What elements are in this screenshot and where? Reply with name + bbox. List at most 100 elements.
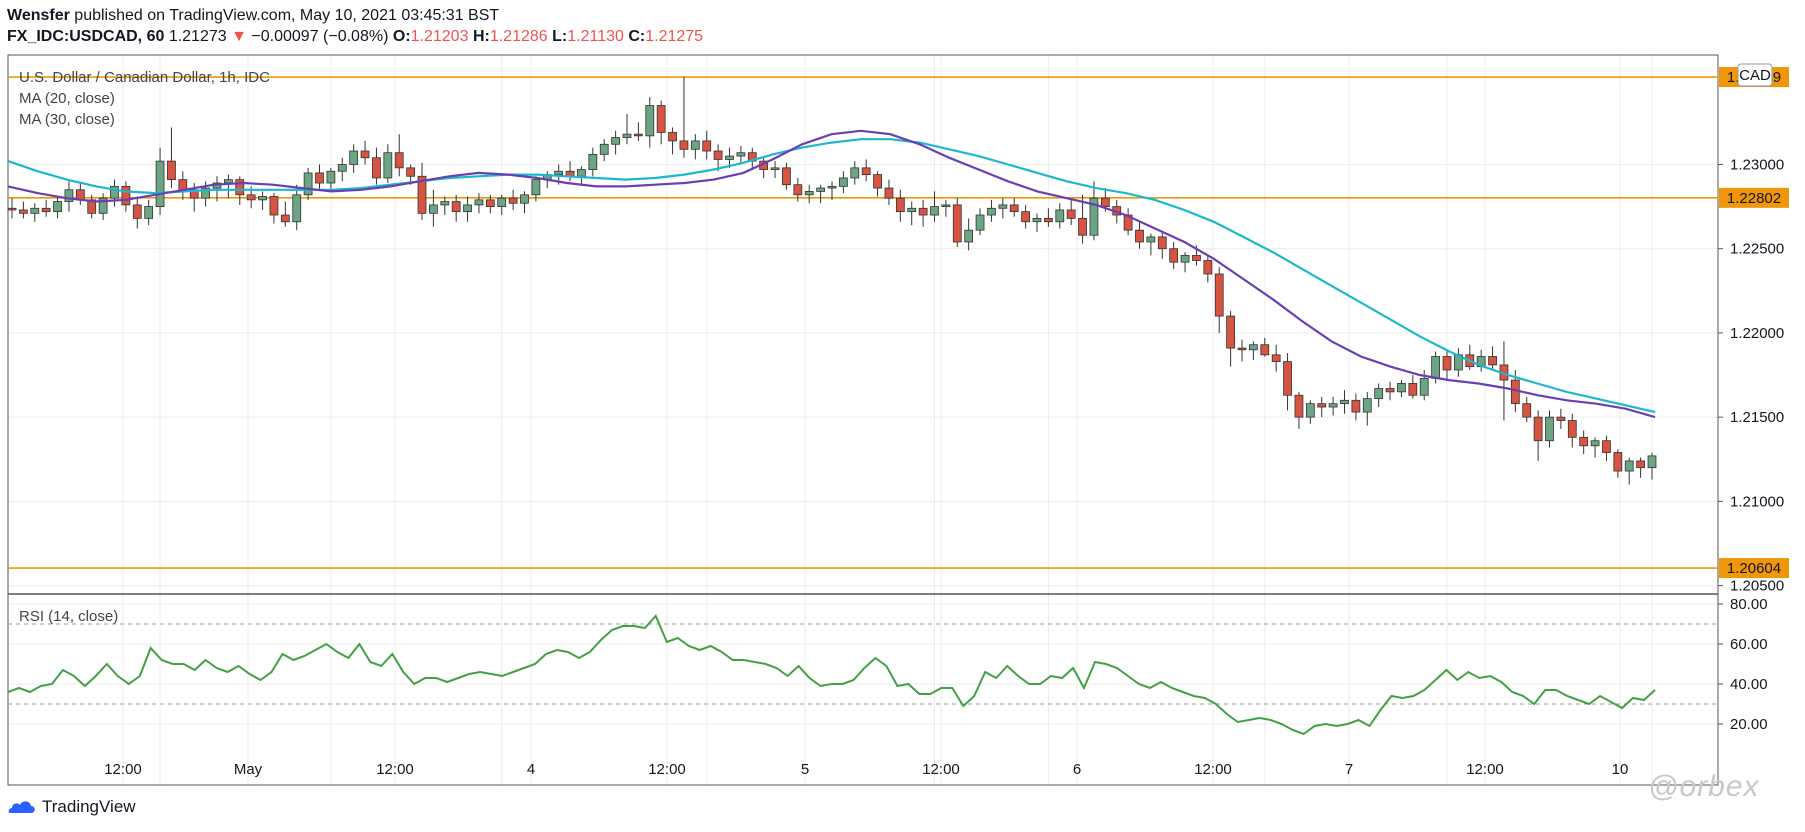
ma30-line[interactable] — [7, 138, 1656, 414]
low-label: L: — [552, 28, 568, 45]
candle-up — [144, 206, 154, 219]
rsi-axis[interactable]: 80.00 60.00 40.00 20.00 — [1718, 596, 1768, 733]
time-tick-label: 12:00 — [648, 761, 686, 778]
price-change: −0.00097 (−0.08%) — [251, 28, 389, 45]
time-tick-label: May — [234, 761, 263, 778]
candle-up — [497, 197, 507, 207]
candle-down — [1078, 217, 1087, 236]
ma20-line[interactable] — [7, 129, 1656, 419]
candle-down — [1237, 347, 1247, 351]
candle-down — [884, 187, 894, 199]
legend-rsi[interactable]: RSI (14, close) — [19, 608, 118, 625]
time-tick-label: 12:00 — [922, 761, 960, 778]
candle-down — [1169, 248, 1179, 263]
candle-down — [167, 160, 176, 181]
legend-ma30[interactable]: MA (30, close) — [19, 111, 115, 128]
rsi-series[interactable] — [7, 614, 1656, 736]
candle-down — [656, 105, 666, 133]
candle-up — [975, 214, 985, 231]
candle-up — [303, 172, 313, 196]
candle-down — [1283, 361, 1292, 396]
close-label: C: — [628, 28, 646, 45]
time-tick-label: 7 — [1345, 761, 1353, 778]
candle-down — [1567, 420, 1577, 438]
price-tick-label: 1.21000 — [1730, 493, 1784, 510]
last-price: 1.21273 — [168, 28, 227, 45]
candle-up — [987, 207, 996, 216]
candle-down — [1351, 399, 1361, 413]
candle-up — [98, 197, 108, 214]
candle-down — [372, 157, 381, 179]
candle-down — [360, 150, 370, 159]
time-tick-label: 10 — [1612, 761, 1629, 778]
candle-up — [554, 170, 564, 175]
published-text: published on TradingView.com, May 10, 20… — [74, 7, 500, 24]
moving-averages — [7, 129, 1656, 419]
candle-up — [1397, 383, 1406, 393]
candle-down — [132, 204, 142, 219]
currency-badge[interactable] — [1737, 63, 1773, 87]
candle-up — [1374, 388, 1384, 400]
candle-up — [850, 167, 860, 179]
level-price-label: 1.20604 — [1727, 560, 1781, 577]
cloud-logo-icon — [8, 801, 35, 813]
candle-down — [1533, 416, 1543, 442]
candle-up — [839, 177, 848, 187]
candle-up — [1180, 255, 1190, 263]
candle-down — [1214, 273, 1224, 317]
high-value: 1.21286 — [489, 28, 548, 45]
candle-up — [1419, 377, 1429, 396]
rsi-bands — [8, 623, 1718, 705]
candle-up — [1305, 403, 1315, 418]
candle-down — [1488, 356, 1497, 366]
candle-down — [1385, 388, 1395, 393]
candle-down — [1192, 255, 1201, 261]
candle-down — [895, 197, 905, 213]
candle-down — [41, 207, 51, 213]
candle-up — [155, 160, 165, 207]
candle-up — [690, 140, 700, 150]
time-axis[interactable]: 12:00 May 12:00 4 12:00 5 12:00 6 12:00 7 12:00 10 — [104, 761, 1628, 778]
tradingview-logo[interactable]: TradingView — [8, 797, 136, 817]
candle-up — [258, 196, 267, 201]
candle-down — [1602, 440, 1611, 453]
candle-down — [246, 194, 256, 201]
ohlc-line: FX_IDC:USDCAD, 60 1.21273 ▼ −0.00097 (−0… — [7, 27, 703, 48]
candle-down — [1203, 260, 1213, 275]
candle-down — [1260, 344, 1270, 356]
rsi-tick-label: 80.00 — [1730, 596, 1768, 613]
open-label: O: — [392, 28, 411, 45]
candle-up — [383, 152, 393, 179]
candle-down — [280, 214, 290, 223]
time-tick-label: 4 — [527, 761, 535, 778]
rsi-tick-label: 40.00 — [1730, 676, 1768, 693]
candle-up — [440, 201, 450, 206]
candle-down — [1294, 394, 1304, 418]
candle-up — [930, 206, 939, 216]
publisher-name[interactable]: Wensfer — [7, 7, 70, 24]
legend-ma20[interactable]: MA (20, close) — [19, 90, 115, 107]
low-value: 1.21130 — [567, 28, 624, 45]
candle-up — [1089, 197, 1099, 236]
price-tick-label: 1.22000 — [1730, 325, 1784, 342]
candle-down — [873, 174, 882, 189]
candle-up — [1545, 416, 1554, 442]
candle-down — [1044, 217, 1053, 223]
candle-down — [861, 167, 871, 175]
candle-up — [736, 152, 746, 157]
candle-up — [292, 194, 302, 223]
candle-up — [645, 105, 655, 137]
candle-up — [349, 150, 359, 165]
time-tick-label: 12:00 — [1194, 761, 1232, 778]
candle-up — [429, 204, 438, 214]
currency-badge-label: CAD — [1739, 67, 1771, 84]
candlesticks — [7, 76, 1657, 485]
legend-title[interactable]: U.S. Dollar / Canadian Dollar, 1h, IDC — [19, 69, 270, 86]
candle-up — [1146, 236, 1156, 243]
price-axis[interactable]: 1.23000 1.22500 1.22000 1.21500 1.21000 1.205… — [1718, 156, 1784, 595]
price-tick-label: 1.21500 — [1730, 409, 1784, 426]
candle-down — [1021, 211, 1030, 223]
candle-down — [1556, 416, 1566, 421]
candle-up — [1431, 356, 1440, 379]
